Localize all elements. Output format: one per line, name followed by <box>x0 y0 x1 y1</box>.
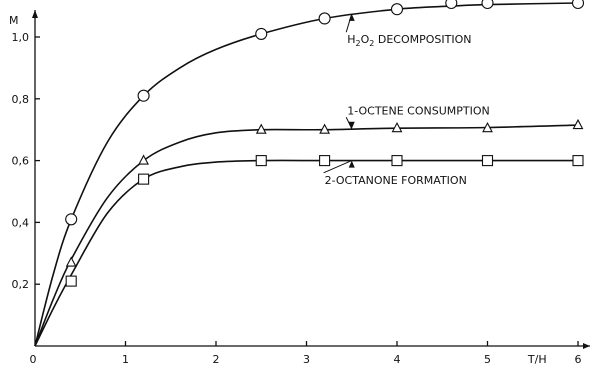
data-point-triangle <box>482 121 493 133</box>
data-point-square <box>391 155 403 167</box>
series-annotation: 1-OCTENE CONSUMPTION <box>345 104 490 129</box>
series-line <box>34 124 579 347</box>
annotation-label-part: 2 <box>356 39 361 48</box>
annotation-label-part: DECOMPOSITION <box>374 33 471 46</box>
annotation-label-part: 1-OCTENE CONSUMPTION <box>347 104 490 117</box>
annotation-label-part: O <box>361 33 370 46</box>
axes: 0 1 2 3 4 5 6 0,2 0,4 0,6 0,8 1,0 M T/H <box>9 10 590 366</box>
annotation-label-part: H <box>347 33 355 46</box>
x-axis-label: T/H <box>527 353 547 366</box>
data-point-circle <box>445 0 458 10</box>
x-tick-label: 1 <box>122 353 129 366</box>
data-point-triangle <box>572 118 584 130</box>
annotation-label-part: 2-OCTANONE FORMATION <box>325 174 467 187</box>
y-tick-label: 0,8 <box>12 93 30 106</box>
annotation-arrowhead <box>348 13 355 21</box>
y-axis-label: M <box>9 14 19 27</box>
y-tick-label: 1,0 <box>12 31 30 44</box>
data-point-triangle <box>255 123 267 134</box>
x-tick-label: 0 <box>30 353 37 366</box>
data-point-circle <box>318 12 331 25</box>
data-point-triangle <box>319 123 331 134</box>
annotation-arrowhead <box>348 160 355 168</box>
data-point-circle <box>137 89 150 102</box>
annotation-label: H2O2 DECOMPOSITION <box>347 33 471 48</box>
x-tick-label: 5 <box>484 353 491 366</box>
annotation-label: 1-OCTENE CONSUMPTION <box>347 104 490 117</box>
data-point-square <box>138 173 150 185</box>
y-axis-arrow <box>32 10 38 18</box>
series-line <box>34 159 578 347</box>
x-tick-label: 2 <box>213 353 220 366</box>
annotation-arrowhead <box>348 121 355 129</box>
series-markers <box>65 0 585 287</box>
data-point-square <box>319 155 331 167</box>
y-tick-label: 0,2 <box>12 278 30 291</box>
data-point-square <box>65 275 77 287</box>
data-point-square <box>481 155 494 167</box>
data-point-square <box>255 155 267 167</box>
data-point-circle <box>390 3 404 16</box>
series-annotation: H2O2 DECOMPOSITION <box>345 13 471 48</box>
series-curves <box>34 2 579 347</box>
x-tick-label: 3 <box>303 353 310 366</box>
data-point-triangle <box>65 256 77 267</box>
data-point-circle <box>65 213 78 226</box>
data-point-circle <box>571 0 585 10</box>
series-annotation: 2-OCTANONE FORMATION <box>323 160 467 187</box>
data-point-circle <box>481 0 494 10</box>
x-tick-label: 4 <box>394 353 401 366</box>
y-tick-label: 0,6 <box>12 155 30 168</box>
x-axis-arrow <box>583 343 590 349</box>
annotation-leader <box>323 160 352 174</box>
data-point-triangle <box>138 154 150 165</box>
data-point-triangle <box>391 121 403 133</box>
annotation-label: 2-OCTANONE FORMATION <box>325 174 467 187</box>
annotation-leader <box>345 117 353 129</box>
data-point-circle <box>255 27 268 40</box>
x-tick-label: 6 <box>575 353 582 366</box>
series-line <box>34 2 579 347</box>
y-tick-label: 0,4 <box>12 216 30 229</box>
annotation-label-part: 2 <box>369 39 374 48</box>
data-point-square <box>572 155 584 167</box>
